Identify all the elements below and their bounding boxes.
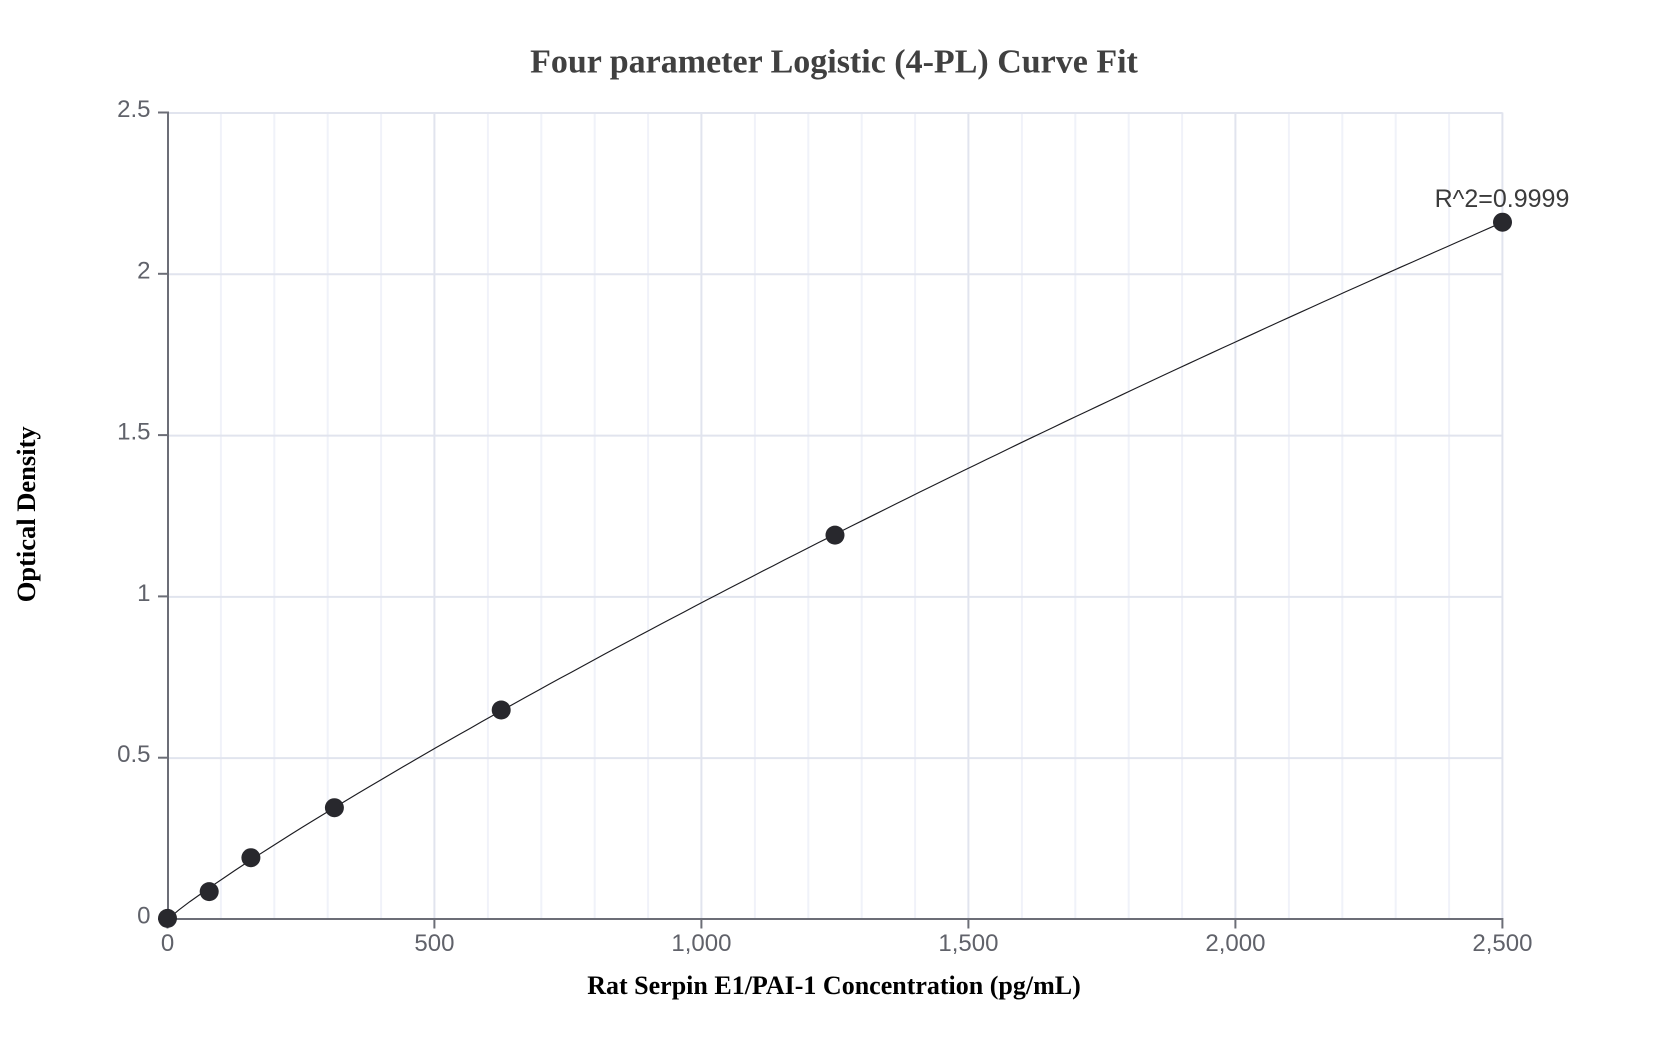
svg-text:Four parameter Logistic (4-PL): Four parameter Logistic (4-PL) Curve Fit — [530, 44, 1138, 81]
svg-text:1: 1 — [137, 580, 150, 607]
svg-text:Optical Density: Optical Density — [11, 426, 41, 602]
svg-text:2,500: 2,500 — [1472, 930, 1532, 957]
svg-text:2: 2 — [137, 257, 150, 284]
svg-text:0: 0 — [161, 930, 174, 957]
svg-text:500: 500 — [414, 930, 454, 957]
svg-text:0: 0 — [137, 903, 150, 930]
svg-text:2,000: 2,000 — [1205, 930, 1265, 957]
svg-text:R^2=0.9999: R^2=0.9999 — [1435, 185, 1570, 213]
svg-text:Rat Serpin E1/PAI-1 Concentrat: Rat Serpin E1/PAI-1 Concentration (pg/mL… — [587, 971, 1081, 1000]
svg-text:2.5: 2.5 — [117, 96, 150, 123]
svg-text:1,500: 1,500 — [938, 930, 998, 957]
svg-text:1.5: 1.5 — [117, 419, 150, 446]
svg-text:1,000: 1,000 — [671, 930, 731, 957]
svg-text:0.5: 0.5 — [117, 741, 150, 768]
